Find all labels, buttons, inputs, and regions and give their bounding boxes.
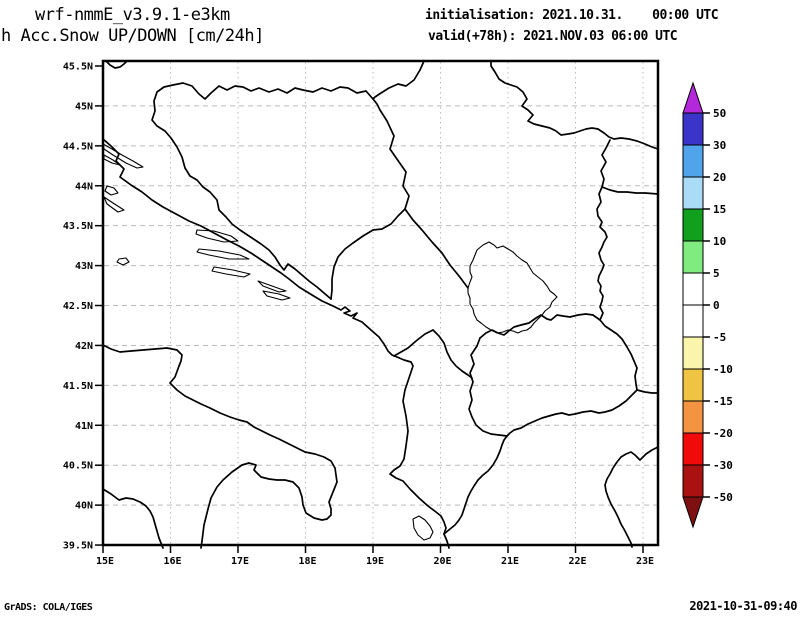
border-macedonia-greece bbox=[506, 389, 638, 437]
border-serbia-bulgaria bbox=[596, 139, 611, 321]
lat-tick-label: 40N bbox=[75, 501, 93, 512]
lon-tick-label: 21E bbox=[501, 556, 519, 567]
island-peljesac bbox=[257, 280, 287, 293]
lon-tick-label: 15E bbox=[96, 556, 114, 567]
border-bulgaria-greece bbox=[636, 389, 659, 394]
lon-tick-label: 19E bbox=[366, 556, 384, 567]
lat-tick-label: 39.5N bbox=[63, 541, 93, 552]
coast-italy-west bbox=[102, 488, 164, 549]
island-dugi-otok bbox=[103, 196, 125, 213]
island-ugljan bbox=[104, 185, 119, 196]
island-hvar bbox=[196, 248, 250, 260]
lat-tick-label: 41.5N bbox=[63, 381, 93, 392]
colorbar-tick-label: -50 bbox=[713, 491, 733, 504]
colorbar-segment bbox=[682, 144, 704, 178]
border-albania-greece bbox=[443, 435, 508, 535]
colorbar-tick-label: 30 bbox=[713, 139, 726, 152]
colorbar-tick-label: -5 bbox=[713, 331, 726, 344]
axes: 45.5N 45N 44.5N 44N 43.5N 43N 42.5N 42N 41.5N 41N… bbox=[63, 62, 654, 568]
colorbar-segment bbox=[682, 432, 704, 466]
lat-tick-label: 44N bbox=[75, 181, 93, 192]
lat-tick-label: 44.5N bbox=[63, 141, 93, 152]
colorbar-tick-label: 50 bbox=[713, 107, 726, 120]
border-bosnia-montenegro bbox=[330, 208, 406, 300]
title-valid-time: valid(+78h): 2021.NOV.03 06:00 UTC bbox=[428, 29, 678, 44]
coast-greece-thermaic bbox=[604, 446, 659, 548]
colorbar-segment bbox=[682, 176, 704, 210]
coast-topleft-dip bbox=[105, 60, 128, 69]
lat-tick-label: 43N bbox=[75, 261, 93, 272]
title-product: h Acc.Snow UP/DOWN [cm/24h] bbox=[1, 26, 264, 46]
lon-tick-label: 18E bbox=[298, 556, 316, 567]
border-kosovo bbox=[467, 241, 558, 334]
lon-tick-label: 16E bbox=[163, 556, 181, 567]
colorbar-segment bbox=[682, 304, 704, 338]
colorbar-segment bbox=[682, 464, 704, 498]
border-serbia-montenegro bbox=[404, 208, 469, 289]
border-serbia-romania-danube bbox=[490, 60, 659, 150]
border-drina-serbia-bosnia bbox=[372, 98, 410, 210]
lon-tick-label: 23E bbox=[636, 556, 654, 567]
map-features bbox=[102, 60, 659, 549]
colorbar-segment bbox=[682, 240, 704, 274]
plot-frame bbox=[101, 59, 660, 547]
border-macedonia-albania-west bbox=[468, 337, 508, 437]
island-korcula bbox=[211, 266, 251, 278]
colorbar-tick-label: -20 bbox=[713, 427, 733, 440]
lat-tick-label: 45.5N bbox=[63, 62, 93, 73]
lat-tick-label: 41N bbox=[75, 421, 93, 432]
colorbar-segment bbox=[682, 336, 704, 370]
border-albania-kosovo bbox=[432, 329, 473, 379]
lon-tick-label: 22E bbox=[568, 556, 586, 567]
coast-adriatic-east bbox=[102, 138, 450, 549]
colorbar-segment bbox=[682, 400, 704, 434]
colorbar-segment bbox=[682, 208, 704, 242]
lat-tick-label: 45N bbox=[75, 101, 93, 112]
lat-tick-label: 42.5N bbox=[63, 301, 93, 312]
island-corfu bbox=[412, 515, 434, 541]
colorbar-segment bbox=[682, 272, 704, 306]
colorbar-tick-label: 0 bbox=[713, 299, 720, 312]
border-macedonia-bulgaria bbox=[599, 319, 638, 391]
title-initialisation: initialisation: 2021.10.31. 00:00 UTC bbox=[425, 8, 719, 23]
colorbar-tick-label: 5 bbox=[713, 267, 720, 280]
border-serbia-macedonia bbox=[479, 313, 601, 339]
lat-tick-label: 42N bbox=[75, 341, 93, 352]
gridlines bbox=[104, 62, 657, 544]
border-montenegro-albania bbox=[393, 329, 434, 357]
colorbar-tick-label: 15 bbox=[713, 203, 726, 216]
footer-grads-credit: GrADS: COLA/IGES bbox=[4, 602, 93, 613]
colorbar-arrow-top bbox=[682, 81, 704, 114]
footer-timestamp: 2021-10-31-09:40 bbox=[689, 599, 797, 613]
colorbar-tick-label: -30 bbox=[713, 459, 733, 472]
colorbar-tick-label: 20 bbox=[713, 171, 726, 184]
colorbar-segment bbox=[682, 112, 704, 146]
colorbar-tick-label: -10 bbox=[713, 363, 733, 376]
colorbar-arrow-bottom bbox=[682, 496, 704, 529]
colorbar-segment bbox=[682, 368, 704, 402]
title-model: wrf-nmmE_v3.9.1-e3km bbox=[35, 5, 230, 25]
coast-italy-adriatic bbox=[102, 344, 338, 549]
lat-tick-label: 43.5N bbox=[63, 221, 93, 232]
island-brac bbox=[195, 229, 239, 243]
island-pag bbox=[102, 143, 144, 169]
border-romania-bulgaria bbox=[601, 186, 659, 195]
island-vis bbox=[116, 257, 130, 266]
lon-tick-label: 20E bbox=[433, 556, 451, 567]
island-mljet bbox=[262, 290, 291, 301]
colorbar-tick-label: -15 bbox=[713, 395, 733, 408]
border-croatia-bosnia-sava bbox=[151, 60, 425, 300]
colorbar-tick-label: 10 bbox=[713, 235, 726, 248]
lon-tick-label: 17E bbox=[231, 556, 249, 567]
lat-tick-label: 40.5N bbox=[63, 461, 93, 472]
